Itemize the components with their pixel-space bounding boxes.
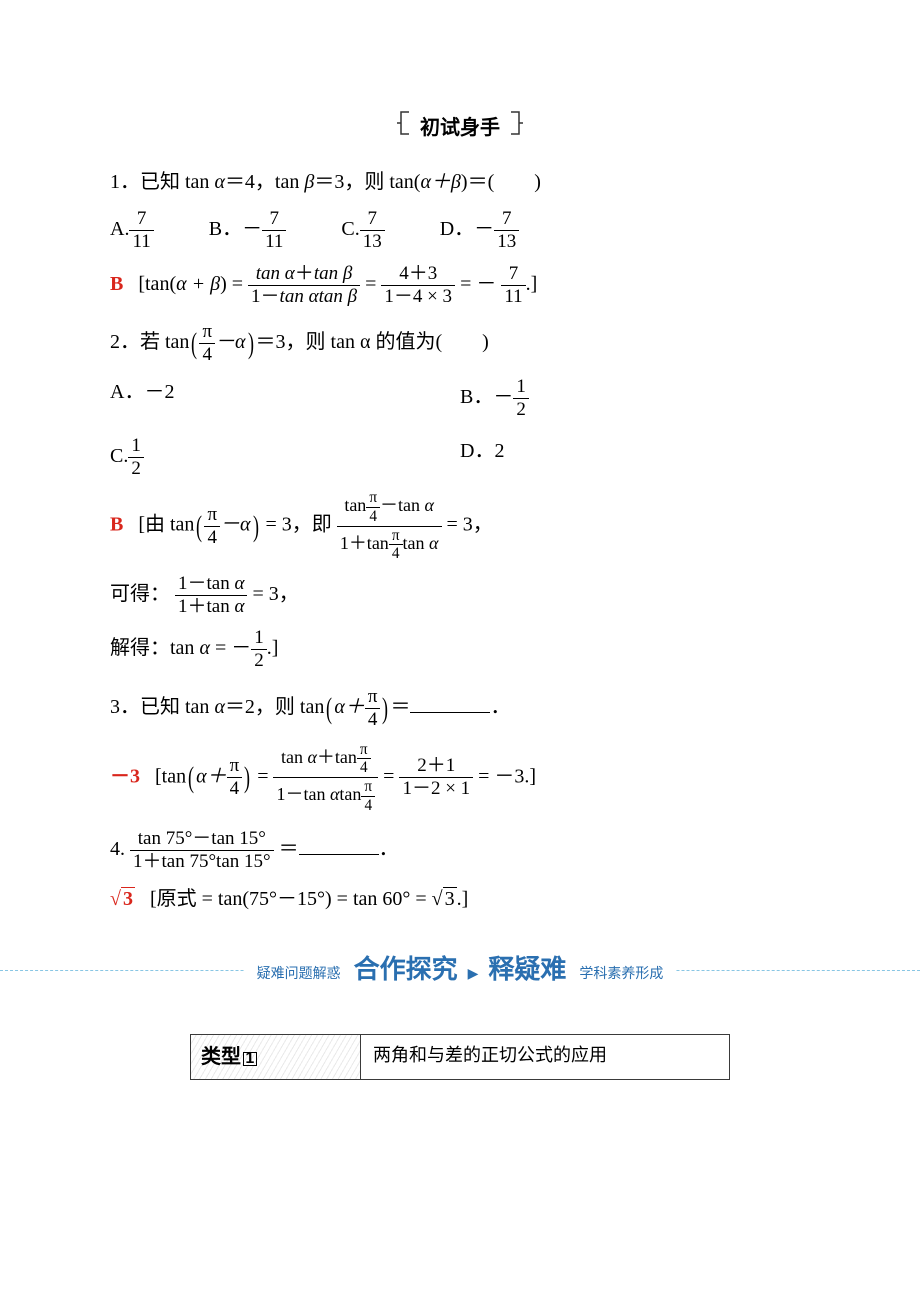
eq: ＝ — [390, 696, 410, 718]
q1-stem: 1．已知 tan α＝4，tan β＝3，则 tan(α＋β)＝( ) — [110, 166, 810, 198]
text: [tan — [155, 765, 186, 787]
q4-solution: √3 [原式 = tan(75°－15°) = tan 60° = √3.] — [110, 883, 810, 915]
q1-options: A.711 B．－711 C.713 D．－713 — [110, 208, 810, 253]
lparen-icon: ( — [188, 764, 194, 791]
text: 1．已知 tan — [110, 171, 214, 193]
rparen-icon: ) — [244, 764, 250, 791]
fill-blank — [299, 833, 379, 855]
option-C: C.12 — [110, 435, 460, 480]
question-4: 4. tan 75°－tan 15°1＋tan 75°tan 15° ＝ ． √3… — [110, 828, 810, 915]
sqrt: √3 — [432, 887, 457, 910]
fraction: 4＋31－4 × 3 — [381, 263, 455, 308]
eq: = — [257, 765, 273, 787]
section-title: 初试身手 — [416, 112, 504, 144]
option-D: D．－713 — [440, 208, 519, 253]
option-D: D．2 — [460, 435, 810, 480]
bracket-right — [509, 110, 523, 146]
banner-right: 学科素养形成 — [579, 967, 663, 982]
section-banner: 疑难问题解惑 合作探究▶释疑难 学科素养形成 — [0, 945, 920, 995]
question-2: 2．若 tan(π4－α)＝3，则 tan α 的值为( ) A．－2 B．－1… — [110, 321, 810, 672]
text: 4. — [110, 838, 125, 860]
text: 解得：tan α = － — [110, 637, 251, 659]
fraction: tanπ4－tan α 1＋tanπ4tan α — [337, 489, 442, 562]
type-number: 1 — [243, 1052, 257, 1066]
option-A: A．－2 — [110, 376, 460, 421]
fraction: tan 75°－tan 15°1＋tan 75°tan 15° — [130, 828, 274, 873]
text: ＝3，则 tan α 的值为( ) — [256, 331, 489, 353]
period: ． — [490, 696, 510, 718]
q2-solution-3: 解得：tan α = －12.] — [110, 627, 810, 672]
type-title: 两角和与差的正切公式的应用 — [361, 1035, 729, 1079]
alpha-plus-beta: α＋β — [420, 171, 460, 193]
lparen-icon: ( — [191, 330, 197, 357]
period: ． — [379, 838, 399, 860]
answer-label: B — [110, 514, 123, 536]
text: 2．若 tan — [110, 331, 189, 353]
option-C: C.713 — [341, 208, 384, 253]
q1-solution: B [tan(α + β) = tan α＋tan β 1－tan αtan β… — [110, 263, 810, 308]
q4-stem: 4. tan 75°－tan 15°1＋tan 75°tan 15° ＝ ． — [110, 828, 810, 873]
option-B: B．－12 — [460, 376, 810, 421]
eq: = － — [460, 273, 496, 295]
text: .] — [267, 637, 279, 659]
lparen-icon: ( — [326, 695, 332, 722]
rparen-icon: ) — [253, 513, 259, 540]
text: = 3， — [252, 583, 298, 605]
banner-left: 疑难问题解惑 — [257, 967, 341, 982]
fraction: 2＋11－2 × 1 — [399, 755, 473, 800]
minus-alpha: －α — [220, 514, 251, 536]
text: = 3， — [447, 514, 493, 536]
answer-label: －3 — [110, 765, 140, 787]
text: ＝3，则 tan( — [314, 171, 420, 193]
beta: β — [304, 171, 314, 193]
option-B: B．－711 — [209, 208, 287, 253]
fraction: 711 — [501, 263, 525, 308]
text: [tan( — [138, 273, 176, 295]
text: [原式 = tan(75°－15°) = tan 60° = — [150, 888, 432, 910]
text: .] — [526, 273, 538, 295]
minus-alpha: －α — [215, 331, 246, 353]
text: 可得： — [110, 583, 170, 605]
arrow-icon: ▶ — [466, 967, 481, 982]
bracket-left — [397, 110, 411, 146]
paren-blank: )＝( ) — [461, 171, 541, 193]
q2-solution-1: B [由 tan(π4－α) = 3，即 tanπ4－tan α 1＋tanπ4… — [110, 489, 810, 562]
banner-big1: 合作探究 — [346, 954, 466, 984]
answer-label: √3 — [110, 887, 135, 910]
rparen-icon: ) — [382, 695, 388, 722]
option-A: A.711 — [110, 208, 154, 253]
fill-blank — [410, 691, 490, 713]
fraction: tan α＋tan β 1－tan αtan β — [248, 263, 360, 308]
q3-solution: －3 [tan(α＋π4) = tan α＋tanπ4 1－tan αtanπ4… — [110, 741, 810, 814]
q2-stem: 2．若 tan(π4－α)＝3，则 tan α 的值为( ) — [110, 321, 810, 366]
text: = 3，即 — [261, 514, 332, 536]
question-1: 1．已知 tan α＝4，tan β＝3，则 tan(α＋β)＝( ) A.71… — [110, 166, 810, 307]
lparen-icon: ( — [196, 513, 202, 540]
alpha: α — [214, 171, 225, 193]
q2-options: A．－2 B．－12 C.12 D．2 — [110, 376, 810, 479]
q2-solution-2: 可得： 1－tan α1＋tan α = 3， — [110, 573, 810, 618]
alpha-plus: α＋ — [334, 696, 365, 718]
eq: ＝ — [279, 838, 299, 860]
alpha-plus-beta: α + β — [176, 273, 220, 295]
question-3: 3．已知 tan α＝2，则 tan(α＋π4)＝． －3 [tan(α＋π4)… — [110, 686, 810, 814]
type-box: 类型1 两角和与差的正切公式的应用 — [190, 1034, 730, 1080]
type-label: 类型1 — [191, 1035, 361, 1079]
banner-big2: 释疑难 — [480, 954, 574, 984]
alpha-plus: α＋ — [196, 765, 227, 787]
text: = －3.] — [478, 765, 536, 787]
fraction: 1－tan α1＋tan α — [175, 573, 247, 618]
answer-label: B — [110, 273, 123, 295]
q3-stem: 3．已知 tan α＝2，则 tan(α＋π4)＝． — [110, 686, 810, 731]
eq: = — [383, 765, 399, 787]
text: 3．已知 tan α＝2，则 tan — [110, 696, 324, 718]
rparen-icon: ) — [248, 330, 254, 357]
text: [由 tan — [138, 514, 194, 536]
text: ) = — [220, 273, 248, 295]
section-header: 初试身手 — [110, 110, 810, 146]
eq: = — [365, 273, 381, 295]
text: .] — [457, 888, 469, 910]
fraction: tan α＋tanπ4 1－tan αtanπ4 — [273, 741, 378, 814]
text: ＝4，tan — [225, 171, 304, 193]
